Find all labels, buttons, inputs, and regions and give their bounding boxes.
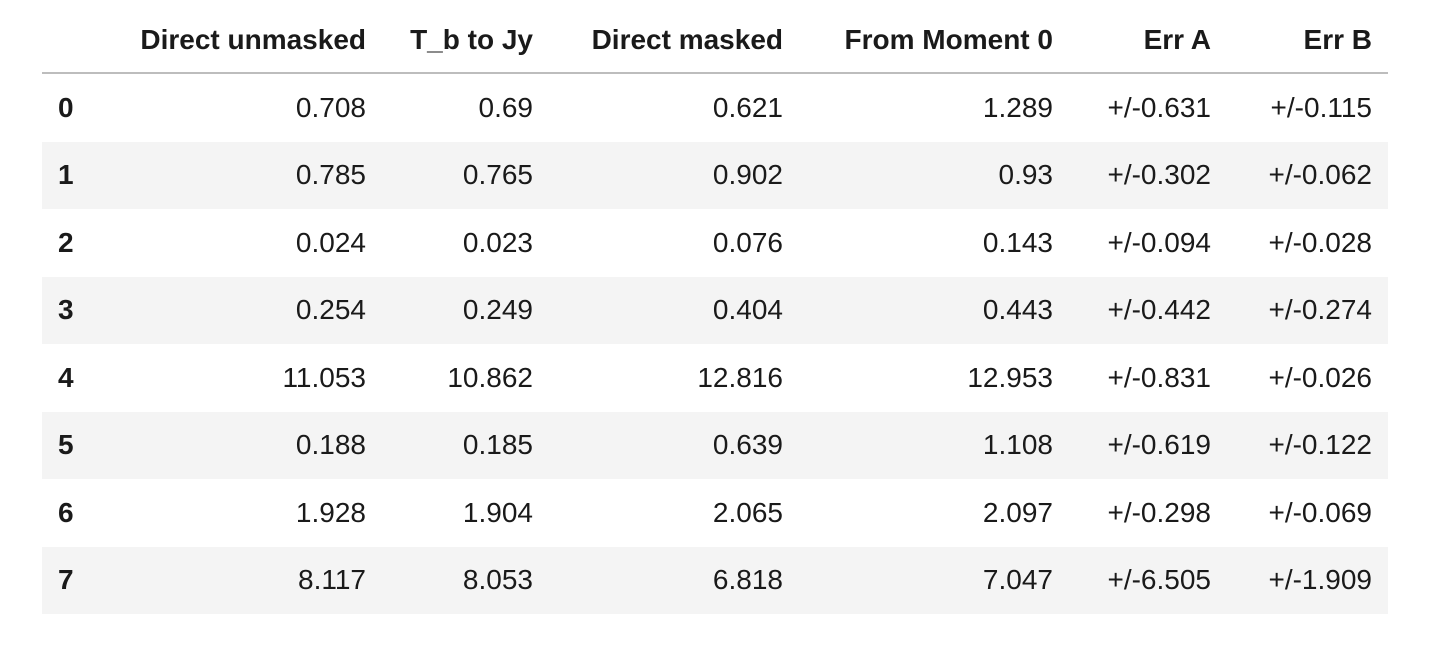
table-row: 7 8.117 8.053 6.818 7.047 +/-6.505 +/-1.… bbox=[42, 547, 1388, 615]
table-row: 0 0.708 0.69 0.621 1.289 +/-0.631 +/-0.1… bbox=[42, 73, 1388, 142]
cell-direct-masked: 0.902 bbox=[549, 142, 799, 210]
row-index: 2 bbox=[42, 209, 112, 277]
cell-err-a: +/-0.442 bbox=[1069, 277, 1227, 345]
cell-direct-unmasked: 0.708 bbox=[112, 73, 382, 142]
cell-direct-masked: 0.621 bbox=[549, 73, 799, 142]
row-index: 3 bbox=[42, 277, 112, 345]
cell-err-a: +/-6.505 bbox=[1069, 547, 1227, 615]
header-err-b: Err B bbox=[1227, 8, 1388, 73]
cell-err-a: +/-0.631 bbox=[1069, 73, 1227, 142]
cell-direct-unmasked: 11.053 bbox=[112, 344, 382, 412]
cell-err-a: +/-0.298 bbox=[1069, 479, 1227, 547]
cell-direct-unmasked: 0.785 bbox=[112, 142, 382, 210]
cell-direct-masked: 12.816 bbox=[549, 344, 799, 412]
row-index: 7 bbox=[42, 547, 112, 615]
row-index: 5 bbox=[42, 412, 112, 480]
row-index: 0 bbox=[42, 73, 112, 142]
row-index: 4 bbox=[42, 344, 112, 412]
cell-err-b: +/-1.909 bbox=[1227, 547, 1388, 615]
cell-err-b: +/-0.069 bbox=[1227, 479, 1388, 547]
cell-tb-to-jy: 0.249 bbox=[382, 277, 549, 345]
cell-from-moment-0: 7.047 bbox=[799, 547, 1069, 615]
cell-direct-masked: 0.076 bbox=[549, 209, 799, 277]
cell-direct-unmasked: 1.928 bbox=[112, 479, 382, 547]
cell-direct-unmasked: 8.117 bbox=[112, 547, 382, 615]
cell-direct-masked: 6.818 bbox=[549, 547, 799, 615]
cell-err-b: +/-0.115 bbox=[1227, 73, 1388, 142]
cell-tb-to-jy: 10.862 bbox=[382, 344, 549, 412]
cell-from-moment-0: 0.443 bbox=[799, 277, 1069, 345]
cell-err-a: +/-0.302 bbox=[1069, 142, 1227, 210]
header-err-a: Err A bbox=[1069, 8, 1227, 73]
cell-err-a: +/-0.094 bbox=[1069, 209, 1227, 277]
table-row: 5 0.188 0.185 0.639 1.108 +/-0.619 +/-0.… bbox=[42, 412, 1388, 480]
row-index: 1 bbox=[42, 142, 112, 210]
table-header: Direct unmasked T_b to Jy Direct masked … bbox=[42, 8, 1388, 73]
cell-tb-to-jy: 0.69 bbox=[382, 73, 549, 142]
dataframe-table: Direct unmasked T_b to Jy Direct masked … bbox=[42, 8, 1388, 614]
table-row: 6 1.928 1.904 2.065 2.097 +/-0.298 +/-0.… bbox=[42, 479, 1388, 547]
table-row: 4 11.053 10.862 12.816 12.953 +/-0.831 +… bbox=[42, 344, 1388, 412]
header-direct-masked: Direct masked bbox=[549, 8, 799, 73]
cell-from-moment-0: 2.097 bbox=[799, 479, 1069, 547]
cell-direct-masked: 2.065 bbox=[549, 479, 799, 547]
cell-from-moment-0: 0.93 bbox=[799, 142, 1069, 210]
cell-err-b: +/-0.122 bbox=[1227, 412, 1388, 480]
cell-err-b: +/-0.274 bbox=[1227, 277, 1388, 345]
cell-from-moment-0: 12.953 bbox=[799, 344, 1069, 412]
cell-err-b: +/-0.028 bbox=[1227, 209, 1388, 277]
header-index bbox=[42, 8, 112, 73]
cell-tb-to-jy: 1.904 bbox=[382, 479, 549, 547]
cell-err-a: +/-0.619 bbox=[1069, 412, 1227, 480]
row-index: 6 bbox=[42, 479, 112, 547]
cell-direct-unmasked: 0.024 bbox=[112, 209, 382, 277]
cell-from-moment-0: 1.289 bbox=[799, 73, 1069, 142]
cell-direct-unmasked: 0.254 bbox=[112, 277, 382, 345]
cell-err-b: +/-0.026 bbox=[1227, 344, 1388, 412]
table-row: 2 0.024 0.023 0.076 0.143 +/-0.094 +/-0.… bbox=[42, 209, 1388, 277]
table-row: 1 0.785 0.765 0.902 0.93 +/-0.302 +/-0.0… bbox=[42, 142, 1388, 210]
header-row: Direct unmasked T_b to Jy Direct masked … bbox=[42, 8, 1388, 73]
cell-tb-to-jy: 0.185 bbox=[382, 412, 549, 480]
table-body: 0 0.708 0.69 0.621 1.289 +/-0.631 +/-0.1… bbox=[42, 73, 1388, 614]
cell-err-b: +/-0.062 bbox=[1227, 142, 1388, 210]
cell-tb-to-jy: 0.765 bbox=[382, 142, 549, 210]
table-row: 3 0.254 0.249 0.404 0.443 +/-0.442 +/-0.… bbox=[42, 277, 1388, 345]
cell-direct-masked: 0.404 bbox=[549, 277, 799, 345]
cell-direct-unmasked: 0.188 bbox=[112, 412, 382, 480]
header-direct-unmasked: Direct unmasked bbox=[112, 8, 382, 73]
dataframe-table-container: Direct unmasked T_b to Jy Direct masked … bbox=[42, 8, 1388, 614]
cell-direct-masked: 0.639 bbox=[549, 412, 799, 480]
cell-from-moment-0: 1.108 bbox=[799, 412, 1069, 480]
cell-tb-to-jy: 8.053 bbox=[382, 547, 549, 615]
header-tb-to-jy: T_b to Jy bbox=[382, 8, 549, 73]
header-from-moment-0: From Moment 0 bbox=[799, 8, 1069, 73]
cell-from-moment-0: 0.143 bbox=[799, 209, 1069, 277]
cell-err-a: +/-0.831 bbox=[1069, 344, 1227, 412]
cell-tb-to-jy: 0.023 bbox=[382, 209, 549, 277]
